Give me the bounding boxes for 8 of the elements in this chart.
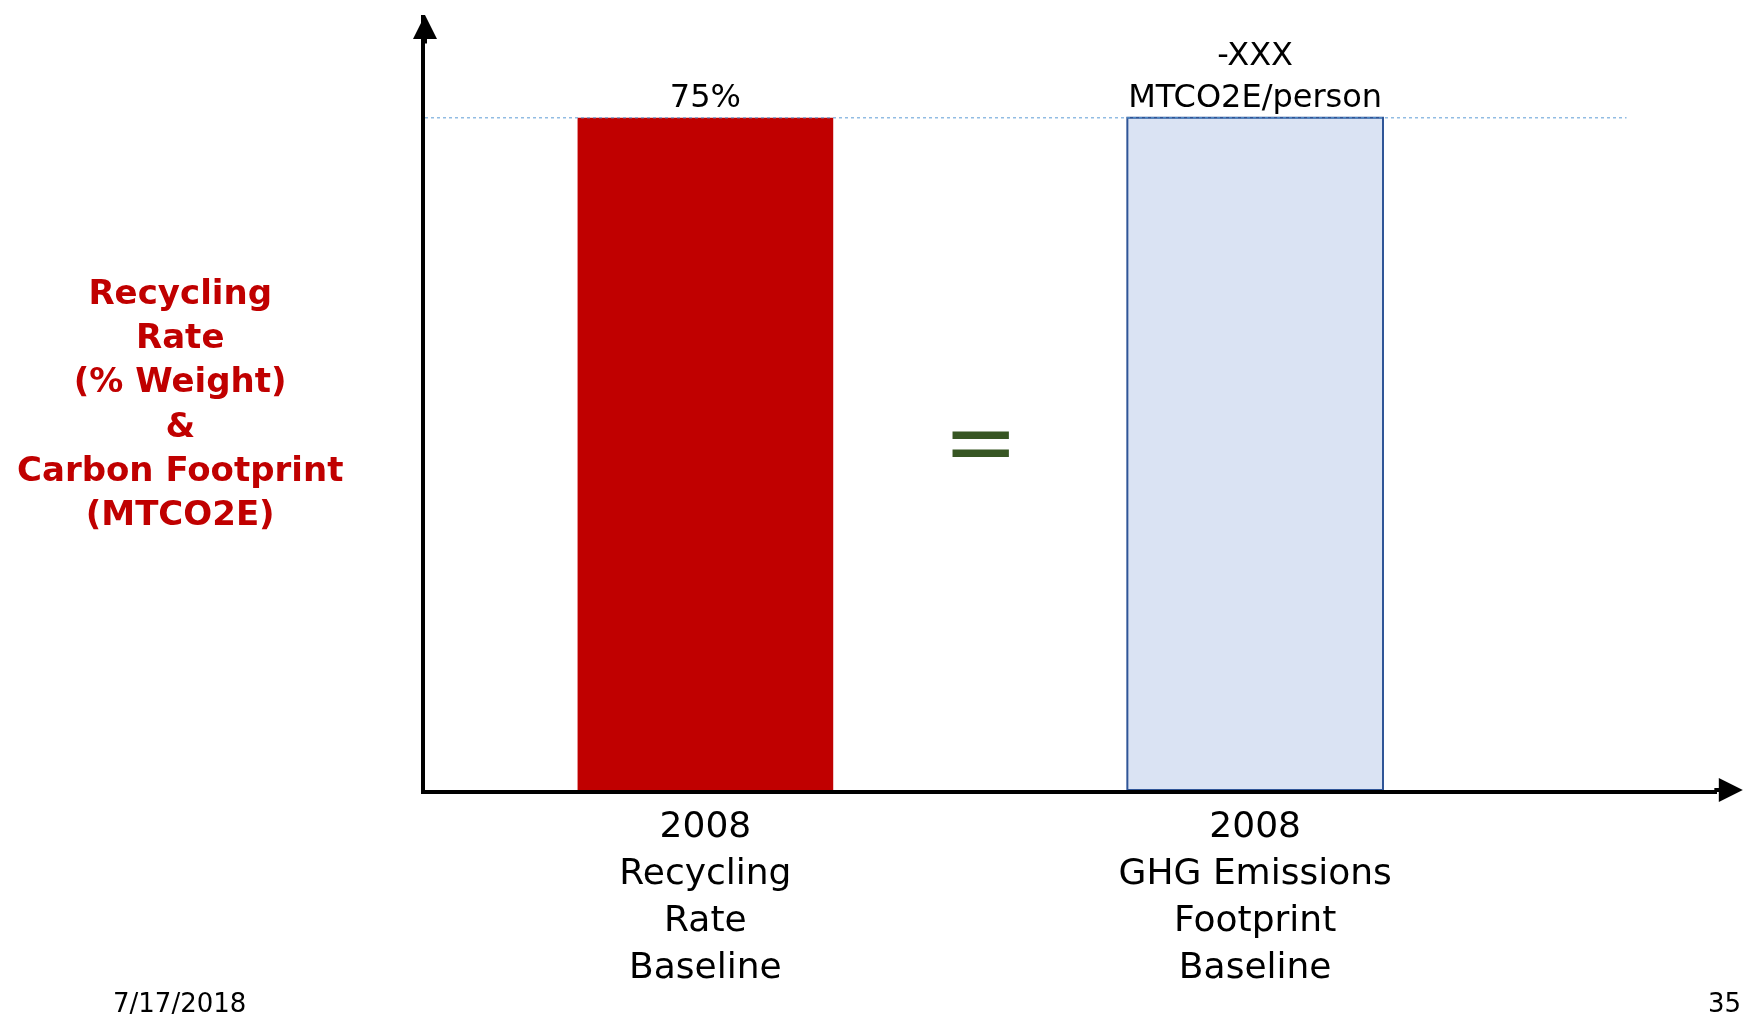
data-label: 75% — [669, 76, 741, 115]
x-tick-label: 2008 Recycling Rate Baseline — [619, 804, 792, 986]
x-tick-label: 2008 GHG Emissions Footprint Baseline — [1118, 804, 1392, 986]
text: 7/17/2018 — [113, 988, 247, 1018]
data-label: -XXX MTCO2E/person — [1128, 35, 1383, 115]
annotation: = — [943, 389, 1019, 494]
y-axis-title: Recycling Rate (% Weight) & Carbon Footprint (MTCO2E) — [17, 272, 344, 533]
text: 35 — [1708, 988, 1742, 1018]
